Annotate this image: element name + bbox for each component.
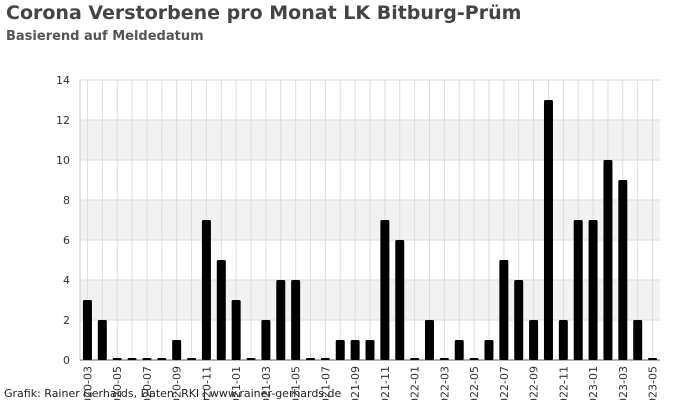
bar	[543, 100, 553, 360]
bar	[410, 358, 420, 360]
bar	[454, 340, 464, 360]
x-tick-label: 2020-03	[81, 366, 94, 400]
plot-area: 0 2 4 6 8 10 12 14 2020-03 2020-05 2020-07 2020-09 2…	[56, 74, 660, 400]
bar	[514, 280, 524, 360]
y-tick-label: 2	[63, 314, 70, 327]
bar	[97, 320, 107, 360]
x-tick-label: 2023-01	[587, 366, 600, 400]
x-tick-label: 2021-09	[349, 366, 362, 400]
bar	[529, 320, 539, 360]
y-tick-label: 12	[56, 114, 70, 127]
x-tick-label: 2023-05	[647, 366, 660, 400]
bar	[648, 358, 658, 360]
x-tick-label: 2021-03	[260, 366, 273, 400]
x-tick-label: 2020-11	[200, 366, 213, 400]
bar	[142, 358, 152, 360]
x-tick-label: 2023-03	[617, 366, 630, 400]
bar	[469, 358, 479, 360]
bar	[246, 358, 256, 360]
x-tick-label: 2022-11	[557, 366, 570, 400]
x-tick-label: 2022-09	[528, 366, 541, 400]
bar	[201, 220, 211, 360]
y-tick-label: 4	[63, 274, 70, 287]
bar	[320, 358, 330, 360]
bar	[276, 280, 286, 360]
y-tick-label: 8	[63, 194, 70, 207]
bar	[588, 220, 598, 360]
y-tick-label: 10	[56, 154, 70, 167]
bar	[395, 240, 405, 360]
y-tick-label: 14	[56, 74, 70, 87]
bar	[603, 160, 613, 360]
x-tick-label: 2021-11	[379, 366, 392, 400]
bar	[291, 280, 301, 360]
bar	[573, 220, 583, 360]
footer: Grafik: Rainer Gerhards, Daten: RKI | ww…	[4, 387, 342, 400]
bar	[187, 358, 197, 360]
chart-title: Corona Verstorbene pro Monat LK Bitburg-…	[6, 2, 521, 24]
bar	[618, 180, 628, 360]
x-tick-label: 2022-03	[438, 366, 451, 400]
x-tick-label: 2022-01	[409, 366, 422, 400]
bar	[484, 340, 494, 360]
x-tick-label: 2022-07	[498, 366, 511, 400]
y-tick-label: 0	[63, 354, 70, 367]
x-tick-label: 2020-09	[171, 366, 184, 400]
bar	[350, 340, 360, 360]
bar	[82, 300, 92, 360]
bar	[127, 358, 137, 360]
chart-subtitle: Basierend auf Meldedatum	[6, 29, 204, 44]
bar	[558, 320, 568, 360]
bar	[633, 320, 643, 360]
bar	[439, 358, 449, 360]
bar	[499, 260, 509, 360]
x-tick-label: 2021-07	[319, 366, 332, 400]
bar	[112, 358, 122, 360]
x-tick-label: 2022-05	[468, 366, 481, 400]
x-tick-label: 2020-05	[111, 366, 124, 400]
bar	[306, 358, 316, 360]
bar	[216, 260, 226, 360]
x-tick-label: 2021-05	[290, 366, 303, 400]
bar	[365, 340, 375, 360]
y-tick-label: 6	[63, 234, 70, 247]
bar	[157, 358, 167, 360]
x-tick-label: 2020-07	[141, 366, 154, 400]
bar	[335, 340, 345, 360]
bar	[231, 300, 241, 360]
bar	[424, 320, 434, 360]
bar	[261, 320, 271, 360]
bar	[172, 340, 182, 360]
bar	[380, 220, 390, 360]
x-tick-label: 2021-01	[230, 366, 243, 400]
